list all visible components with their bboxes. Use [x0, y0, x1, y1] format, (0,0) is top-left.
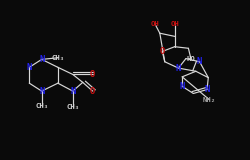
Text: N: N	[180, 82, 185, 91]
Text: HO: HO	[186, 56, 195, 62]
Text: O: O	[90, 70, 95, 79]
Text: NH₂: NH₂	[203, 97, 216, 103]
Text: OH: OH	[150, 21, 159, 27]
Text: CH₃: CH₃	[35, 103, 48, 109]
Text: N: N	[26, 63, 32, 72]
Text: N: N	[70, 87, 75, 96]
Text: N: N	[197, 57, 202, 66]
Text: N: N	[39, 87, 44, 96]
Text: CH₃: CH₃	[51, 55, 64, 61]
Text: O: O	[90, 87, 95, 96]
Text: O: O	[160, 47, 165, 56]
Text: CH₃: CH₃	[66, 104, 79, 110]
Text: N: N	[204, 85, 210, 94]
Text: N: N	[176, 64, 181, 73]
Text: OH: OH	[170, 21, 179, 28]
Text: N: N	[39, 55, 44, 64]
